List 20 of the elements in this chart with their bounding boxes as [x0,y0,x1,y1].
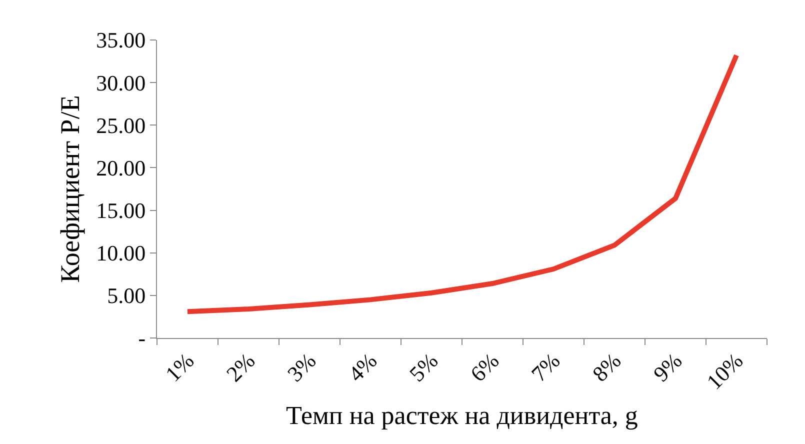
x-tick-label: 5% [404,348,443,386]
x-tick-label: 1% [160,348,199,386]
y-tick-label: 35.00 [96,28,146,53]
y-tick-label: 15.00 [96,198,146,223]
y-tick-label: 30.00 [96,70,146,96]
y-tick-label: 5.00 [107,283,146,308]
x-tick-label: 4% [343,348,382,386]
x-axis-title: Темп на растеж на дивидента, g [286,400,638,430]
x-tick-label: 6% [465,348,504,386]
x-tick-label: 8% [587,348,626,386]
y-tick-label: 10.00 [96,240,146,266]
x-tick-label: 10% [702,348,748,394]
y-tick-label: - [138,326,146,351]
x-tick-label: 3% [282,348,321,386]
x-tick-label: 9% [648,348,687,386]
x-tick-label: 2% [221,348,260,386]
y-tick-label: 20.00 [96,155,146,180]
y-axis-title: Коефициент P/E [55,95,86,283]
y-tick-label: 25.00 [96,112,146,138]
x-tick-label: 7% [526,348,565,386]
